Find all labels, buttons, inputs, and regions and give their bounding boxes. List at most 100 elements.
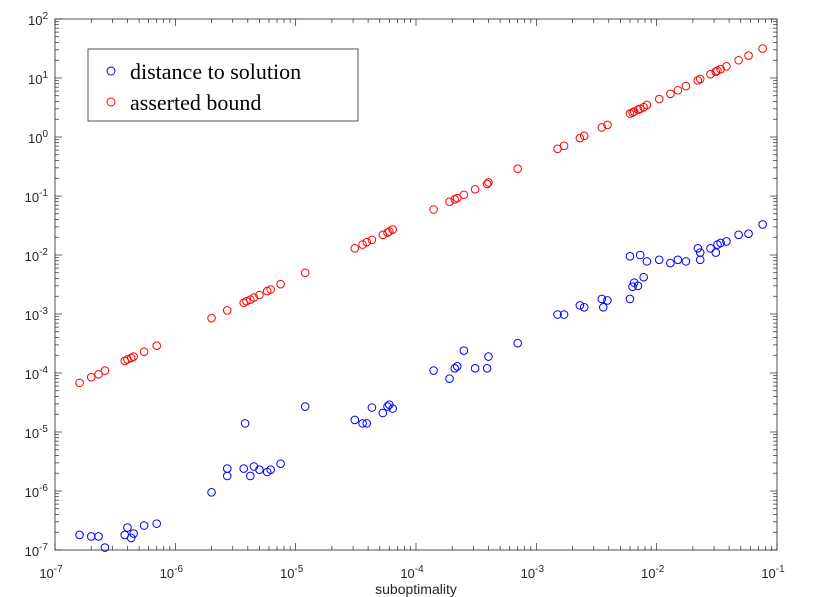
x-tick-label: 10-3 [521,564,545,581]
point-asserted-bound [429,205,438,214]
y-tick-label: 102 [28,11,48,28]
y-tick-label: 100 [28,129,48,146]
point-distance-to-solution [575,301,585,310]
point-distance-to-solution [152,519,161,528]
point-distance-to-solution [222,464,232,473]
point-distance-to-solution [94,532,103,541]
point-asserted-bound [579,131,589,141]
x-tick-label: 10-6 [160,564,184,581]
point-asserted-bound [126,353,136,363]
point-distance-to-solution [484,352,493,361]
point-asserted-bound [276,279,285,289]
point-distance-to-solution [459,346,469,355]
point-distance-to-solution [445,374,454,384]
point-distance-to-solution [625,294,635,304]
point-asserted-bound [222,306,232,315]
point-distance-to-solution [367,403,377,412]
point-distance-to-solution [597,294,607,304]
point-distance-to-solution [681,257,691,266]
point-asserted-bound [300,268,310,278]
plot-frame [54,18,778,551]
y-tick-label: 10-4 [25,365,49,382]
point-distance-to-solution [693,243,703,253]
point-distance-to-solution [628,282,637,292]
y-tick-label: 10-1 [25,188,49,205]
point-distance-to-solution [358,419,367,428]
point-distance-to-solution [553,310,562,319]
y-tick-label: 10-6 [25,483,49,500]
point-distance-to-solution [100,543,110,552]
point-asserted-bound [152,341,161,351]
point-distance-to-solution [362,419,372,428]
x-tick-label: 10-7 [39,564,63,581]
point-distance-to-solution [654,255,664,265]
point-distance-to-solution [695,248,705,257]
legend: distance to solution asserted bound [87,48,359,122]
point-distance-to-solution [482,364,492,373]
point-asserted-bound [255,290,264,300]
point-distance-to-solution [722,237,731,246]
series-distance-to-solution [75,220,767,552]
point-distance-to-solution [300,402,310,411]
point-asserted-bound [744,51,753,60]
point-asserted-bound [722,61,731,71]
point-distance-to-solution [666,258,675,268]
point-distance-to-solution [513,338,522,348]
point-asserted-bound [94,370,103,379]
point-distance-to-solution [706,243,715,253]
point-asserted-bound [350,243,360,253]
point-asserted-bound [358,240,367,249]
point-asserted-bound [100,366,110,375]
y-tick-label: 10-3 [25,306,49,323]
point-asserted-bound [459,190,469,200]
series-asserted-bound [75,44,767,388]
point-distance-to-solution [383,402,392,411]
point-asserted-bound [559,141,569,151]
point-asserted-bound [388,225,397,234]
point-asserted-bound [383,228,392,237]
point-distance-to-solution [350,415,360,425]
point-distance-to-solution [642,257,652,266]
point-distance-to-solution [239,464,249,473]
point-distance-to-solution [625,252,635,261]
x-tick-label: 10-5 [280,564,304,581]
point-asserted-bound [139,347,149,356]
x-tick-label: 10-1 [761,564,785,581]
legend-box [87,48,359,122]
axis-ticks [54,18,778,551]
point-asserted-bound [681,81,691,91]
point-distance-to-solution [559,310,569,319]
point-asserted-bound [484,178,493,187]
point-distance-to-solution [123,523,132,532]
y-tick-label: 10-7 [25,542,49,559]
point-distance-to-solution [734,230,743,240]
point-distance-to-solution [266,465,275,474]
legend-label-asserted-bound: asserted bound [130,90,261,115]
point-asserted-bound [628,108,637,117]
point-distance-to-solution [711,248,721,257]
point-asserted-bound [470,184,480,194]
point-distance-to-solution [633,281,643,291]
point-asserted-bound [603,120,612,130]
point-distance-to-solution [716,238,725,248]
x-tick-label: 10-4 [400,564,424,581]
point-asserted-bound [86,372,96,382]
point-distance-to-solution [758,220,767,229]
x-axis-label: suboptimality [375,581,457,597]
point-distance-to-solution [378,408,388,418]
legend-marker-distance-to-solution [106,66,116,76]
point-distance-to-solution [470,364,480,373]
point-asserted-bound [75,378,84,388]
point-asserted-bound [249,293,259,302]
point-asserted-bound [642,100,652,110]
point-distance-to-solution [75,530,84,540]
point-distance-to-solution [452,361,462,371]
y-tick-labels: 10-7 10-6 10-5 10-4 10-3 10-2 10-1 100 101 102 [25,11,49,559]
point-asserted-bound [207,313,216,323]
point-asserted-bound [445,197,454,207]
point-distance-to-solution [579,302,589,312]
x-tick-labels: 10-7 10-6 10-5 10-4 10-3 10-2 10-1 [39,564,785,581]
point-asserted-bound [242,296,251,306]
y-tick-label: 101 [28,70,48,87]
